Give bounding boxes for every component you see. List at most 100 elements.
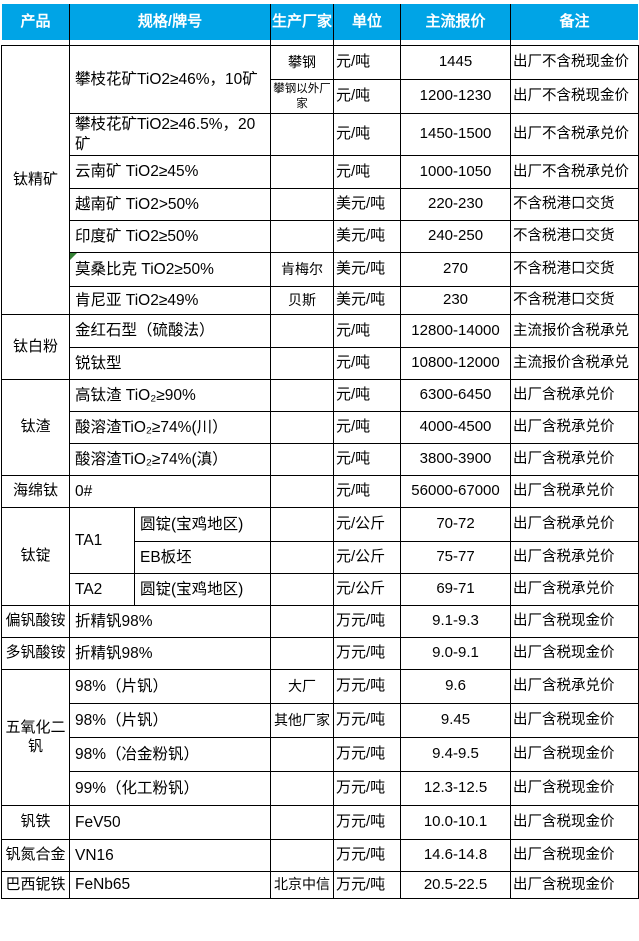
price-cell: 3800-3900 <box>400 443 512 476</box>
cell-text: 12.3-12.5 <box>423 779 488 797</box>
spec-cell: 圆锭(宝鸡地区) <box>133 573 272 606</box>
price-cell: 56000-67000 <box>400 475 512 508</box>
table-row: 攀枝花矿TiO2≥46.5%，20矿 元/吨 1450-1500 出厂不含税承兑价 <box>2 113 639 156</box>
manufacturer-cell: 肯梅尔 <box>270 252 335 287</box>
unit-cell: 万元/吨 <box>333 637 402 670</box>
cell-text: 锐钛型 <box>75 354 122 372</box>
product-cell: 巴西铌铁 <box>1 871 70 899</box>
price-cell: 9.45 <box>400 703 512 738</box>
product-cell: 钛锭 <box>1 507 70 606</box>
cell-text: 14.6-14.8 <box>423 846 488 864</box>
spec-cell: 越南矿 TiO2>50% <box>68 188 272 221</box>
table-row: 莫桑比克 TiO2≥50% 肯梅尔 美元/吨 270 不含税港口交货 <box>2 252 639 287</box>
header-row: 产品 规格/牌号 生产厂家 单位 主流报价 备注 <box>1 2 639 46</box>
note-cell: 出厂含税现金价 <box>510 737 639 772</box>
price-cell: 6300-6450 <box>400 379 512 412</box>
cell-text: 220-230 <box>427 195 484 213</box>
cell-text: 钛渣 <box>20 418 51 436</box>
cell-text: 圆锭(宝鸡地区) <box>140 515 244 533</box>
cell-text: 元/吨 <box>336 87 371 105</box>
cell-text: 出厂不含税承兑价 <box>513 163 630 180</box>
spec-cell: TA1 <box>69 507 135 574</box>
cell-text: 9.45 <box>440 711 471 729</box>
cell-text: 出厂含税现金价 <box>513 847 615 864</box>
cell-text: 不含税港口交货 <box>513 261 615 278</box>
cell-text: 肯尼亚 TiO2≥49% <box>75 291 199 309</box>
cell-text: 肯梅尔 <box>281 260 324 277</box>
price-cell: 10800-12000 <box>400 347 512 380</box>
spec-cell: 99%（化工粉钒） <box>68 771 272 806</box>
column-header-product: 产品 <box>1 2 70 46</box>
manufacturer-cell <box>270 220 335 253</box>
cell-text: 攀枝花矿TiO2≥46.5%，20矿 <box>75 116 256 153</box>
manufacturer-cell <box>270 347 335 380</box>
cell-text: 12800-14000 <box>411 321 500 339</box>
note-cell: 出厂含税现金价 <box>510 637 639 670</box>
table-row: 钒铁 FeV50 万元/吨 10.0-10.1 出厂含税现金价 <box>1 805 639 840</box>
unit-cell: 元/公斤 <box>333 507 402 542</box>
cell-text: 元/吨 <box>336 386 371 404</box>
unit-cell: 万元/吨 <box>333 737 402 772</box>
cell-text: 钒铁 <box>20 813 51 831</box>
cell-text: 印度矿 TiO2≥50% <box>75 227 199 245</box>
spec-cell: 莫桑比克 TiO2≥50% <box>68 252 272 287</box>
manufacturer-cell <box>270 113 335 156</box>
price-cell: 240-250 <box>400 220 512 253</box>
cell-text: 折精钒98% <box>75 612 153 630</box>
price-cell: 12800-14000 <box>400 314 512 348</box>
cell-text: 4000-4500 <box>419 418 492 436</box>
price-cell: 220-230 <box>400 188 512 221</box>
note-cell: 出厂含税承兑价 <box>510 507 639 542</box>
cell-text: 出厂含税承兑价 <box>513 483 615 500</box>
cell-text: 元/公斤 <box>336 580 386 598</box>
cell-text: 美元/吨 <box>336 227 386 245</box>
note-cell: 主流报价含税承兑 <box>510 314 639 348</box>
cell-text: 主流报价含税承兑 <box>513 322 630 339</box>
cell-text: 钛白粉 <box>12 337 58 355</box>
cell-text: 出厂含税现金价 <box>513 814 615 831</box>
cell-text: 出厂不含税现金价 <box>513 54 630 71</box>
manufacturer-cell <box>270 155 335 189</box>
spec-cell: 金红石型（硫酸法） <box>68 314 272 348</box>
table-row: 攀钢以外厂家 元/吨 1200-1230 出厂不含税现金价 <box>2 79 639 114</box>
spec-cell: 攀枝花矿TiO2≥46.5%，20矿 <box>68 113 272 156</box>
table-row: 肯尼亚 TiO2≥49% 贝斯 美元/吨 230 不含税港口交货 <box>2 286 639 315</box>
spec-cell: 高钛渣 TiO₂≥90% <box>68 379 272 412</box>
cell-text: 攀钢 <box>288 53 317 70</box>
unit-cell: 万元/吨 <box>333 771 402 806</box>
unit-cell: 万元/吨 <box>333 871 402 899</box>
cell-text: 圆锭(宝鸡地区) <box>140 580 244 598</box>
unit-cell: 元/吨 <box>333 45 402 80</box>
product-cell: 五氧化二钒 <box>1 669 70 806</box>
manufacturer-cell: 攀钢以外厂家 <box>270 79 335 114</box>
note-cell: 出厂含税现金价 <box>510 605 639 638</box>
unit-cell: 元/吨 <box>333 443 402 476</box>
cell-text: 折精钒98% <box>75 644 153 662</box>
note-cell: 出厂不含税现金价 <box>510 45 639 80</box>
note-cell: 出厂不含税承兑价 <box>510 155 639 189</box>
cell-text: 出厂不含税现金价 <box>513 88 630 105</box>
note-cell: 出厂含税现金价 <box>510 805 639 840</box>
spec-cell: 折精钒98% <box>68 605 272 638</box>
cell-text: 万元/吨 <box>336 612 386 630</box>
price-cell: 1000-1050 <box>400 155 512 189</box>
manufacturer-cell <box>270 573 335 606</box>
note-cell: 出厂含税现金价 <box>510 839 639 872</box>
manufacturer-cell <box>270 443 335 476</box>
note-cell: 主流报价含税承兑 <box>510 347 639 380</box>
spec-cell: 98%（冶金粉钒） <box>68 737 272 772</box>
table-row: TA2 圆锭(宝鸡地区) 元/公斤 69-71 出厂含税承兑价 <box>2 573 639 606</box>
unit-cell: 元/吨 <box>333 113 402 156</box>
cell-text: 6300-6450 <box>419 386 492 404</box>
cell-text: 70-72 <box>436 515 475 533</box>
spec-cell: 肯尼亚 TiO2≥49% <box>68 286 272 315</box>
price-table: 产品 规格/牌号 生产厂家 单位 主流报价 备注 钛精矿 攀枝花矿TiO2≥46%… <box>1 2 639 899</box>
unit-cell: 元/吨 <box>333 347 402 380</box>
table-row: 98%（片钒） 其他厂家 万元/吨 9.45 出厂含税现金价 <box>2 703 639 738</box>
cell-text: 云南矿 TiO2≥45% <box>75 163 199 181</box>
manufacturer-cell <box>270 188 335 221</box>
cell-text: 其他厂家 <box>274 711 331 728</box>
spec-cell: VN16 <box>68 839 272 872</box>
cell-text: 万元/吨 <box>336 813 386 831</box>
cell-text: 大厂 <box>288 677 317 694</box>
